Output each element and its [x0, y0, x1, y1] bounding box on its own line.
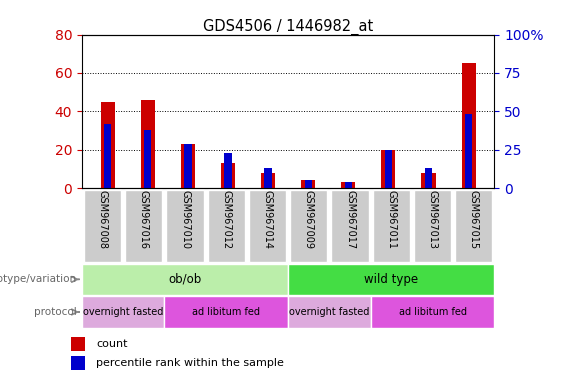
Bar: [101, 102, 115, 188]
Bar: [261, 173, 275, 188]
Bar: [462, 63, 476, 188]
Bar: [425, 168, 432, 188]
Bar: [465, 114, 472, 188]
Text: GSM967016: GSM967016: [139, 190, 149, 249]
Bar: [455, 190, 492, 262]
Bar: [221, 163, 235, 188]
Bar: [164, 296, 288, 328]
Bar: [84, 190, 121, 262]
Bar: [385, 150, 392, 188]
Bar: [71, 336, 85, 351]
Text: ad libitum fed: ad libitum fed: [398, 307, 467, 317]
Text: count: count: [96, 339, 128, 349]
Bar: [125, 190, 162, 262]
Bar: [208, 190, 245, 262]
Title: GDS4506 / 1446982_at: GDS4506 / 1446982_at: [203, 18, 373, 35]
Text: GSM967017: GSM967017: [345, 190, 355, 250]
Bar: [345, 182, 352, 188]
Text: GSM967011: GSM967011: [386, 190, 396, 249]
Bar: [104, 124, 111, 188]
Bar: [305, 180, 312, 188]
Bar: [249, 190, 286, 262]
Text: overnight fasted: overnight fasted: [83, 307, 163, 317]
Text: ad libitum fed: ad libitum fed: [192, 307, 260, 317]
Text: ob/ob: ob/ob: [168, 273, 202, 286]
Text: GSM967012: GSM967012: [221, 190, 231, 250]
Bar: [371, 296, 494, 328]
Bar: [82, 264, 288, 295]
Bar: [288, 296, 371, 328]
Text: GSM967008: GSM967008: [98, 190, 107, 249]
Bar: [144, 130, 151, 188]
Text: GSM967010: GSM967010: [180, 190, 190, 249]
Bar: [373, 190, 410, 262]
Text: GSM967014: GSM967014: [263, 190, 272, 249]
Bar: [71, 356, 85, 370]
Bar: [167, 190, 203, 262]
Text: protocol: protocol: [33, 307, 76, 317]
Text: GSM967009: GSM967009: [304, 190, 314, 249]
Text: genotype/variation: genotype/variation: [0, 274, 76, 285]
Bar: [421, 173, 436, 188]
Bar: [224, 153, 232, 188]
Bar: [290, 190, 327, 262]
Bar: [381, 150, 395, 188]
Bar: [184, 144, 192, 188]
Text: GSM967015: GSM967015: [469, 190, 479, 250]
Bar: [82, 296, 164, 328]
Text: percentile rank within the sample: percentile rank within the sample: [96, 358, 284, 368]
Bar: [341, 182, 355, 188]
Bar: [332, 190, 368, 262]
Bar: [181, 144, 195, 188]
Bar: [414, 190, 451, 262]
Bar: [288, 264, 494, 295]
Text: wild type: wild type: [364, 273, 418, 286]
Text: overnight fasted: overnight fasted: [289, 307, 370, 317]
Bar: [301, 180, 315, 188]
Bar: [141, 100, 155, 188]
Text: GSM967013: GSM967013: [428, 190, 437, 249]
Bar: [264, 168, 272, 188]
